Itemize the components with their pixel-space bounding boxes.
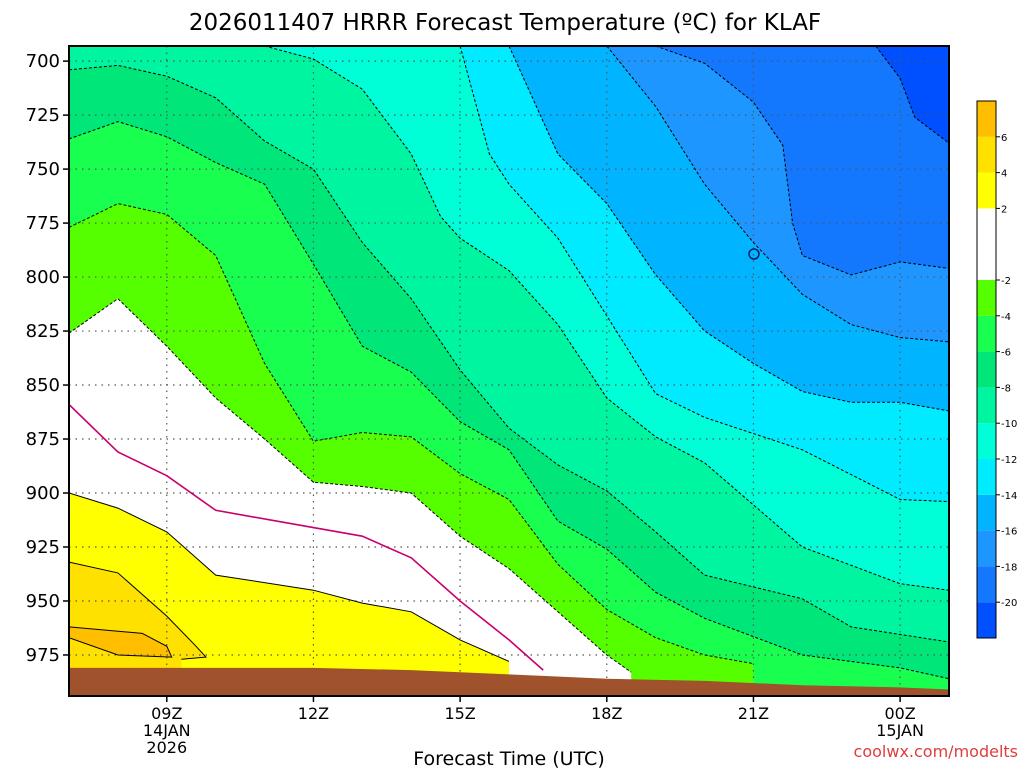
colorbar-label: -18: [1001, 562, 1017, 573]
x-tick-label-15-0: 15Z: [444, 704, 475, 723]
colorbar-swatch: [977, 101, 996, 137]
y-tick-label-825: 825: [26, 321, 60, 342]
colorbar-swatch: [977, 136, 996, 173]
colorbar-frame: [976, 100, 997, 639]
credit-text: coolwx.com/modelts: [854, 742, 1018, 761]
y-axis: 700 725 750 775 800 825 850 875 900 925 950 975: [26, 51, 69, 666]
chart-title: 2026011407 HRRR Forecast Temperature (ºC…: [189, 10, 821, 36]
contour-2: [69, 561, 207, 660]
ground-fill: [69, 667, 949, 696]
colorbar-swatch: [977, 315, 996, 352]
colorbar-swatch: [977, 602, 996, 638]
colorbar-swatch: [977, 280, 996, 316]
colorbar: 6 4 2 -2 -4 -6 -8 -10 -12 -14 -16 -18 -20: [976, 100, 1017, 639]
y-tick-label-850: 850: [26, 375, 60, 396]
y-tick-label-700: 700: [26, 51, 60, 72]
y-tick-label-900: 900: [26, 483, 60, 504]
colorbar-swatch: [977, 172, 996, 209]
colorbar-label: -20: [1001, 598, 1017, 609]
colorbar-label: -8: [1001, 383, 1011, 394]
contour-m10: [264, 46, 949, 591]
colorbar-label: -2: [1001, 276, 1011, 287]
colorbar-label: 6: [1001, 133, 1007, 144]
contour-m1: [69, 403, 544, 671]
contour-0: [69, 492, 510, 662]
contour-m12: [459, 46, 949, 503]
colorbar-swatch: [977, 566, 996, 603]
x-tick-label-9-0: 09Z: [151, 704, 182, 723]
y-tick-label-775: 775: [26, 213, 60, 234]
contour-4: [69, 626, 173, 658]
x-tick-label-9-2: 2026: [146, 738, 187, 757]
colorbar-swatch: [977, 387, 996, 424]
fill-band-2: [69, 562, 206, 696]
x-tick-label-12-0: 12Z: [298, 704, 329, 723]
y-tick-label-950: 950: [26, 591, 60, 612]
x-tick-label-24-1: 15JAN: [876, 721, 924, 740]
y-tick-label-925: 925: [26, 537, 60, 558]
colorbar-label: -14: [1001, 491, 1017, 502]
y-tick-label-725: 725: [26, 105, 60, 126]
contour-lines: [69, 46, 949, 680]
y-tick-label-800: 800: [26, 267, 60, 288]
colorbar-swatch: [977, 423, 996, 459]
colorbar-label: 4: [1001, 169, 1007, 180]
contour-m4: [69, 203, 754, 665]
colorbar-label: -12: [1001, 455, 1017, 466]
contour-m2: [69, 298, 632, 673]
colorbar-label: 2: [1001, 204, 1007, 215]
colorbar-swatch: [977, 459, 996, 495]
colorbar-swatch: [977, 530, 996, 567]
colorbar-label: -16: [1001, 527, 1017, 538]
colorbar-label: -6: [1001, 348, 1011, 359]
x-tick-label-21-0: 21Z: [738, 704, 769, 723]
y-tick-label-975: 975: [26, 645, 60, 666]
contour-m20: [875, 46, 949, 170]
x-tick-label-9-1: 14JAN: [143, 721, 191, 740]
y-tick-label-875: 875: [26, 429, 60, 450]
colorbar-swatch: [977, 351, 996, 388]
colorbar-swatch: [977, 494, 996, 531]
fill-band-4: [69, 626, 172, 696]
contour-m16: [606, 46, 949, 343]
x-tick-label-24-0: 00Z: [884, 704, 915, 723]
colorbar-label: -10: [1001, 419, 1017, 430]
plot-frame: [68, 45, 950, 697]
colorbar-label: -4: [1001, 312, 1011, 323]
colorbar-swatch: [977, 208, 996, 280]
x-tick-label-18-0: 18Z: [591, 704, 622, 723]
x-axis-label: Forecast Time (UTC): [413, 748, 604, 768]
ground-layer: [69, 667, 949, 696]
contour-m18: [655, 46, 949, 276]
y-tick-label-750: 750: [26, 159, 60, 180]
cold-core-marker: [748, 248, 760, 260]
temperature-fill-regions: [69, 46, 949, 696]
gridlines: [69, 46, 949, 696]
contour-m6: [69, 121, 949, 680]
